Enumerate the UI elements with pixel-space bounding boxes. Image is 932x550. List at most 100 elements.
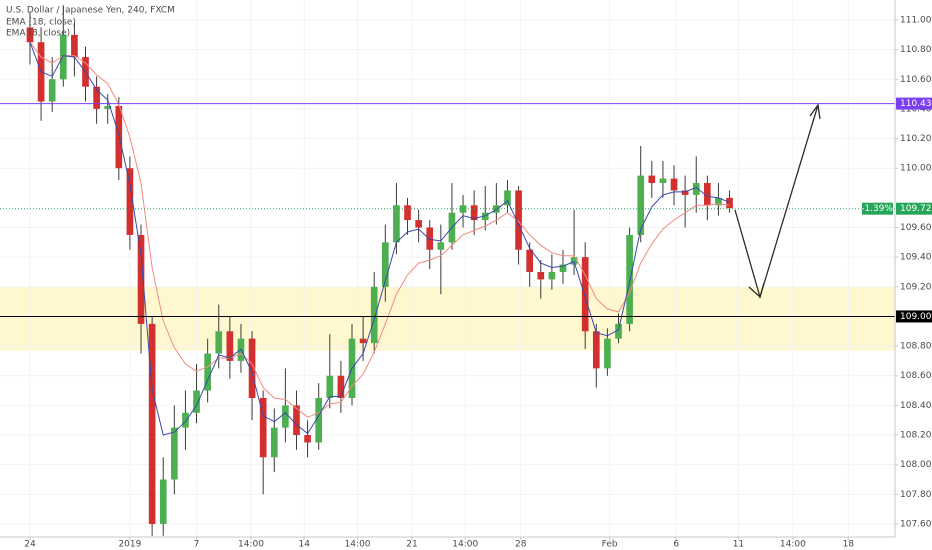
y-tick-label: 107.600 xyxy=(900,519,932,529)
candle-body xyxy=(692,183,700,195)
legend-entry: EMA (18, close) xyxy=(6,18,76,28)
candle-body xyxy=(293,405,300,436)
chart-title: U.S. Dollar / Japanese Yen, 240, FXCM xyxy=(6,6,175,16)
candle-body xyxy=(315,397,323,443)
candle-body xyxy=(359,338,367,344)
candle-body xyxy=(137,234,145,324)
x-tick-label: 6 xyxy=(673,540,679,550)
candle-body xyxy=(370,286,378,344)
candle-body xyxy=(515,190,522,250)
candle-body xyxy=(626,234,633,324)
level-label: 109.000 xyxy=(900,312,932,322)
candle-body xyxy=(559,264,567,272)
candle-body xyxy=(426,227,434,250)
level-label-box xyxy=(896,310,932,323)
candle-body xyxy=(481,212,489,221)
y-tick-label: 108.600 xyxy=(900,371,932,381)
candle-body xyxy=(504,190,511,206)
y-tick-label: 108.200 xyxy=(900,431,932,441)
x-tick-label: 14:00 xyxy=(345,540,371,550)
candle-body xyxy=(726,197,733,209)
candle-body xyxy=(393,205,400,243)
x-tick-label: 28 xyxy=(515,540,527,550)
candle-body xyxy=(493,205,500,213)
y-tick-label: 109.400 xyxy=(900,253,932,263)
last-price-label: 109.727 xyxy=(900,204,932,214)
candle-body xyxy=(159,479,167,524)
candle-body xyxy=(282,405,289,428)
candle-body xyxy=(548,271,556,280)
candle-body xyxy=(193,390,200,413)
x-tick-label: 7 xyxy=(194,540,200,550)
candle-body xyxy=(71,34,78,58)
level-label: 110.436 xyxy=(900,99,932,109)
x-tick-label: 14:00 xyxy=(238,540,264,550)
y-tick-label: 110.000 xyxy=(900,164,932,174)
candle-body xyxy=(304,435,311,443)
candle-body xyxy=(337,375,345,398)
arrow-head xyxy=(809,103,821,120)
candle-body xyxy=(59,34,67,80)
candle-body xyxy=(570,257,578,265)
candle-body xyxy=(226,331,234,361)
candle-body xyxy=(93,86,100,109)
y-tick-label: 110.800 xyxy=(900,45,932,55)
candle-body xyxy=(526,249,534,272)
last-price-box xyxy=(896,202,932,215)
drawn-arrows xyxy=(734,103,821,300)
x-tick-label: 24 xyxy=(24,540,36,550)
candle-body xyxy=(670,178,678,191)
candle-body xyxy=(604,338,611,369)
y-tick-label: 109.200 xyxy=(900,282,932,292)
candle-body xyxy=(270,427,278,458)
candle-body xyxy=(715,197,722,206)
x-tick-label: Feb xyxy=(602,540,618,550)
y-tick-label: 108.400 xyxy=(900,401,932,411)
candle-body xyxy=(215,331,223,354)
candle-body xyxy=(259,397,267,458)
arrow-head xyxy=(748,282,765,299)
candle-body xyxy=(581,257,589,332)
ema-line xyxy=(29,41,730,418)
candle-body xyxy=(115,105,123,169)
x-tick-label: 18 xyxy=(843,540,855,550)
candle-body xyxy=(404,205,411,221)
candle-body xyxy=(459,205,467,213)
candle-body xyxy=(615,323,622,339)
x-tick-label: 21 xyxy=(406,540,417,550)
change-label: -1.39% xyxy=(861,204,893,214)
x-tick-label: 14 xyxy=(299,540,311,550)
candle-body xyxy=(126,168,134,235)
y-tick-label: 111.000 xyxy=(900,16,932,26)
candle-body xyxy=(659,178,667,184)
x-tick-label: 14:00 xyxy=(780,540,806,550)
candle-body xyxy=(26,27,34,43)
candle-body xyxy=(637,175,645,235)
candle-body xyxy=(470,205,478,221)
x-tick-label: 14:00 xyxy=(452,540,478,550)
candle-body xyxy=(104,105,112,109)
y-tick-label: 110.200 xyxy=(900,134,932,144)
candle-body xyxy=(415,220,422,228)
candle-body xyxy=(148,323,156,524)
candle-body xyxy=(537,271,545,280)
y-tick-label: 108.000 xyxy=(900,460,932,470)
x-tick-label: 11 xyxy=(733,540,744,550)
candle-body xyxy=(704,183,711,206)
y-tick-label: 107.800 xyxy=(900,490,932,500)
candle-body xyxy=(681,190,689,195)
candle-body xyxy=(326,375,334,398)
legend-entry: EMA (8, close) xyxy=(6,29,70,39)
candle-body xyxy=(381,242,389,287)
candle-body xyxy=(592,331,600,369)
candle-body xyxy=(437,242,445,250)
candle-body xyxy=(171,427,178,480)
candle-body xyxy=(48,79,56,102)
y-tick-label: 108.800 xyxy=(900,342,932,352)
change-box xyxy=(862,202,893,215)
candle-body xyxy=(182,412,189,428)
level-label-box xyxy=(896,97,932,110)
candle-body xyxy=(204,353,211,391)
candle-body xyxy=(648,175,656,184)
